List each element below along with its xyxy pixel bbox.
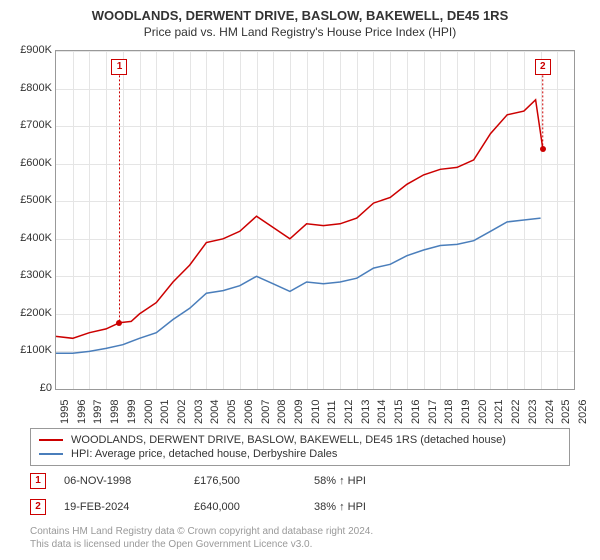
- marker-point: [540, 146, 546, 152]
- x-tick-label: 2001: [159, 400, 171, 424]
- event-price: £176,500: [194, 475, 314, 487]
- legend-row: HPI: Average price, detached house, Derb…: [39, 447, 561, 461]
- x-tick-label: 2014: [376, 400, 388, 424]
- legend-row: WOODLANDS, DERWENT DRIVE, BASLOW, BAKEWE…: [39, 433, 561, 447]
- y-tick-label: £300K: [2, 269, 52, 281]
- y-tick-label: £100K: [2, 344, 52, 356]
- series-hpi: [56, 218, 541, 353]
- footer-attribution: Contains HM Land Registry data © Crown c…: [30, 525, 373, 551]
- event-price: £640,000: [194, 501, 314, 513]
- event-date: 06-NOV-1998: [64, 475, 194, 487]
- x-tick-label: 2000: [143, 400, 155, 424]
- footer-line2: This data is licensed under the Open Gov…: [30, 538, 373, 551]
- event-row: 1 06-NOV-1998£176,50058% ↑ HPI: [30, 468, 570, 494]
- x-tick-label: 2023: [527, 400, 539, 424]
- legend-label: WOODLANDS, DERWENT DRIVE, BASLOW, BAKEWE…: [71, 434, 506, 446]
- x-tick-label: 2002: [176, 400, 188, 424]
- marker-box: 1: [111, 59, 127, 75]
- x-tick-label: 2019: [460, 400, 472, 424]
- x-tick-label: 2005: [226, 400, 238, 424]
- x-tick-label: 1998: [109, 400, 121, 424]
- legend-swatch: [39, 439, 63, 441]
- series-property: [56, 100, 543, 338]
- x-tick-label: 2003: [193, 400, 205, 424]
- event-hpi: 58% ↑ HPI: [314, 475, 434, 487]
- x-tick-label: 2022: [510, 400, 522, 424]
- x-tick-label: 2006: [243, 400, 255, 424]
- event-row: 2 19-FEB-2024£640,00038% ↑ HPI: [30, 494, 570, 520]
- x-tick-label: 2017: [427, 400, 439, 424]
- x-tick-label: 2024: [544, 400, 556, 424]
- chart-subtitle: Price paid vs. HM Land Registry's House …: [0, 23, 600, 45]
- x-tick-label: 1999: [126, 400, 138, 424]
- y-tick-label: £400K: [2, 232, 52, 244]
- y-tick-label: £0: [2, 382, 52, 394]
- x-tick-label: 1996: [76, 400, 88, 424]
- y-tick-label: £600K: [2, 157, 52, 169]
- x-tick-label: 2025: [560, 400, 572, 424]
- event-marker-box: 1: [30, 473, 46, 489]
- x-tick-label: 2011: [326, 400, 338, 424]
- legend-label: HPI: Average price, detached house, Derb…: [71, 448, 337, 460]
- marker-box: 2: [535, 59, 551, 75]
- x-tick-label: 1995: [59, 400, 71, 424]
- chart-title: WOODLANDS, DERWENT DRIVE, BASLOW, BAKEWE…: [0, 0, 600, 23]
- x-tick-label: 2007: [260, 400, 272, 424]
- chart-lines: [56, 51, 574, 389]
- x-tick-label: 2004: [209, 400, 221, 424]
- legend: WOODLANDS, DERWENT DRIVE, BASLOW, BAKEWE…: [30, 428, 570, 466]
- y-tick-label: £700K: [2, 119, 52, 131]
- x-tick-label: 2010: [310, 400, 322, 424]
- x-tick-label: 2020: [477, 400, 489, 424]
- x-tick-label: 2012: [343, 400, 355, 424]
- x-tick-label: 2015: [393, 400, 405, 424]
- legend-swatch: [39, 453, 63, 455]
- y-tick-label: £500K: [2, 194, 52, 206]
- marker-point: [116, 320, 122, 326]
- x-tick-label: 2008: [276, 400, 288, 424]
- footer-line1: Contains HM Land Registry data © Crown c…: [30, 525, 373, 538]
- chart-plot-area: 12: [55, 50, 575, 390]
- x-tick-label: 2026: [577, 400, 589, 424]
- y-tick-label: £800K: [2, 82, 52, 94]
- x-tick-label: 2009: [293, 400, 305, 424]
- x-tick-label: 2021: [493, 400, 505, 424]
- event-date: 19-FEB-2024: [64, 501, 194, 513]
- x-tick-label: 1997: [92, 400, 104, 424]
- x-tick-label: 2016: [410, 400, 422, 424]
- x-tick-label: 2013: [360, 400, 372, 424]
- x-tick-label: 2018: [443, 400, 455, 424]
- event-hpi: 38% ↑ HPI: [314, 501, 434, 513]
- y-tick-label: £200K: [2, 307, 52, 319]
- event-table: 1 06-NOV-1998£176,50058% ↑ HPI 2 19-FEB-202…: [30, 468, 570, 520]
- event-marker-box: 2: [30, 499, 46, 515]
- y-tick-label: £900K: [2, 44, 52, 56]
